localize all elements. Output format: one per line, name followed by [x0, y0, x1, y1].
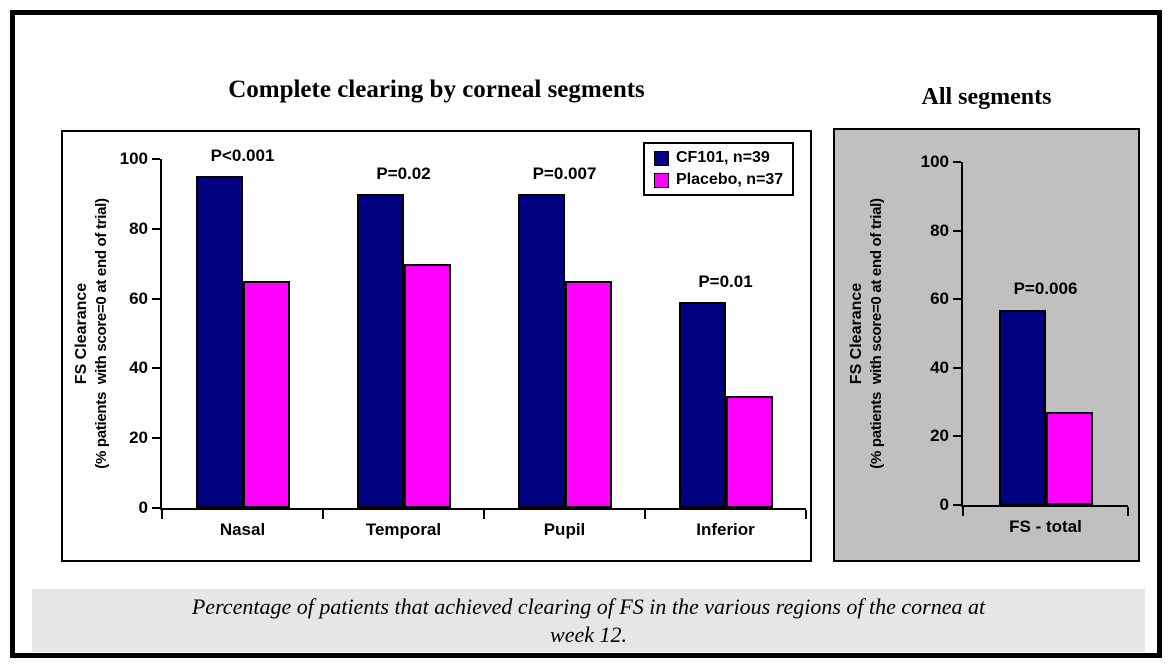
y-tick-label-80: 80: [930, 220, 949, 240]
legend-label-placebo: Placebo, n=37: [676, 171, 784, 188]
x-tick-mark-2: [483, 510, 485, 519]
y-axis-label-line2: (% patients with score=0 at end of trial…: [868, 198, 885, 469]
bar-placebo-nasal: [242, 281, 290, 508]
bar-cf101-pupil: [517, 193, 565, 508]
y-tick-mark-100: [953, 161, 961, 163]
bar-placebo-inferior: [725, 396, 773, 508]
y-tick-mark-20: [152, 437, 160, 440]
main-chart-title: Complete clearing by corneal segments: [228, 76, 645, 103]
y-tick-mark-80: [152, 227, 160, 230]
legend-item-cf101: CF101, n=39: [654, 149, 783, 167]
y-axis-label: FS Clearance (% patients with score=0 at …: [846, 162, 892, 505]
y-axis-label-line1: FS Clearance: [73, 282, 90, 385]
legend-swatch-placebo: [654, 172, 669, 188]
x-tick-mark-0: [161, 510, 163, 519]
y-tick-mark-60: [953, 298, 961, 301]
y-axis-label-line1: FS Clearance: [848, 282, 865, 385]
y-tick-mark-40: [152, 367, 160, 370]
y-tick-label-40: 40: [129, 358, 148, 378]
x-tick-mark-3: [644, 510, 646, 519]
category-label-nasal: Nasal: [219, 520, 266, 539]
figure-caption: Percentage of patients that achieved cle…: [32, 589, 1145, 652]
p-value-temporal: P=0.02: [376, 163, 431, 183]
category-label-fs-total: FS - total: [1009, 517, 1082, 536]
all-segments-bar-chart: 0 20 40 60 80 100 P=0.006 FS - total FS Clearanc…: [833, 128, 1140, 562]
p-value-nasal: P<0.001: [210, 146, 275, 166]
y-tick-mark-100: [152, 158, 160, 160]
y-tick-label-0: 0: [138, 498, 148, 517]
bar-cf101-inferior: [678, 302, 726, 508]
y-tick-label-40: 40: [930, 357, 949, 377]
y-tick-mark-40: [953, 366, 961, 369]
y-tick-mark-80: [953, 229, 961, 232]
y-tick-label-60: 60: [129, 288, 148, 308]
y-tick-label-100: 100: [119, 149, 148, 168]
bar-cf101-temporal: [356, 193, 404, 508]
category-label-temporal: Temporal: [365, 520, 442, 539]
figure-border: [10, 10, 1162, 658]
legend-label-cf101: CF101, n=39: [676, 149, 770, 166]
main-bar-chart: 0 20 40 60 80 100 P<0.001 Nasal P=0.02 Temporal P=…: [61, 130, 812, 562]
legend-item-placebo: Placebo, n=37: [654, 171, 783, 189]
y-axis-label: FS Clearance (% patients with score=0 at …: [71, 159, 117, 508]
y-tick-mark-0: [953, 504, 961, 506]
y-tick-mark-20: [953, 435, 961, 438]
y-tick-label-0: 0: [939, 495, 949, 514]
y-tick-label-80: 80: [129, 218, 148, 238]
y-tick-label-100: 100: [920, 152, 949, 171]
bar-placebo-pupil: [564, 281, 612, 508]
bar-cf101-nasal: [195, 176, 243, 508]
legend-swatch-cf101: [654, 150, 669, 166]
x-tick-mark-1: [1127, 507, 1129, 516]
bar-placebo-temporal: [403, 263, 451, 508]
bar-placebo-fs-total: [1045, 412, 1093, 505]
plot-area: 0 20 40 60 80 100 P<0.001 Nasal P=0.02 Temporal P=…: [120, 146, 807, 539]
all-segments-title: All segments: [921, 84, 1052, 110]
y-tick-mark-0: [152, 507, 160, 509]
p-value-fs-total: P=0.006: [1013, 279, 1078, 299]
category-label-pupil: Pupil: [543, 520, 586, 539]
legend: CF101, n=39 Placebo, n=37: [643, 142, 795, 196]
y-axis-label-line2: (% patients with score=0 at end of trial…: [93, 198, 110, 469]
p-value-inferior: P=0.01: [698, 272, 753, 292]
x-tick-mark-4: [805, 510, 807, 519]
x-tick-mark-0: [962, 507, 964, 516]
y-tick-label-20: 20: [930, 426, 949, 446]
plot-area: 0 20 40 60 80 100 P=0.006 FS - total: [921, 153, 1129, 536]
y-tick-label-60: 60: [930, 289, 949, 309]
category-label-inferior: Inferior: [696, 520, 755, 539]
caption-line-2: week 12.: [550, 622, 627, 647]
y-tick-mark-60: [152, 297, 160, 300]
p-value-pupil: P=0.007: [532, 163, 597, 183]
bar-cf101-fs-total: [998, 309, 1046, 505]
y-tick-label-20: 20: [129, 428, 148, 448]
caption-line-1: Percentage of patients that achieved cle…: [191, 594, 986, 619]
x-tick-mark-1: [322, 510, 324, 519]
